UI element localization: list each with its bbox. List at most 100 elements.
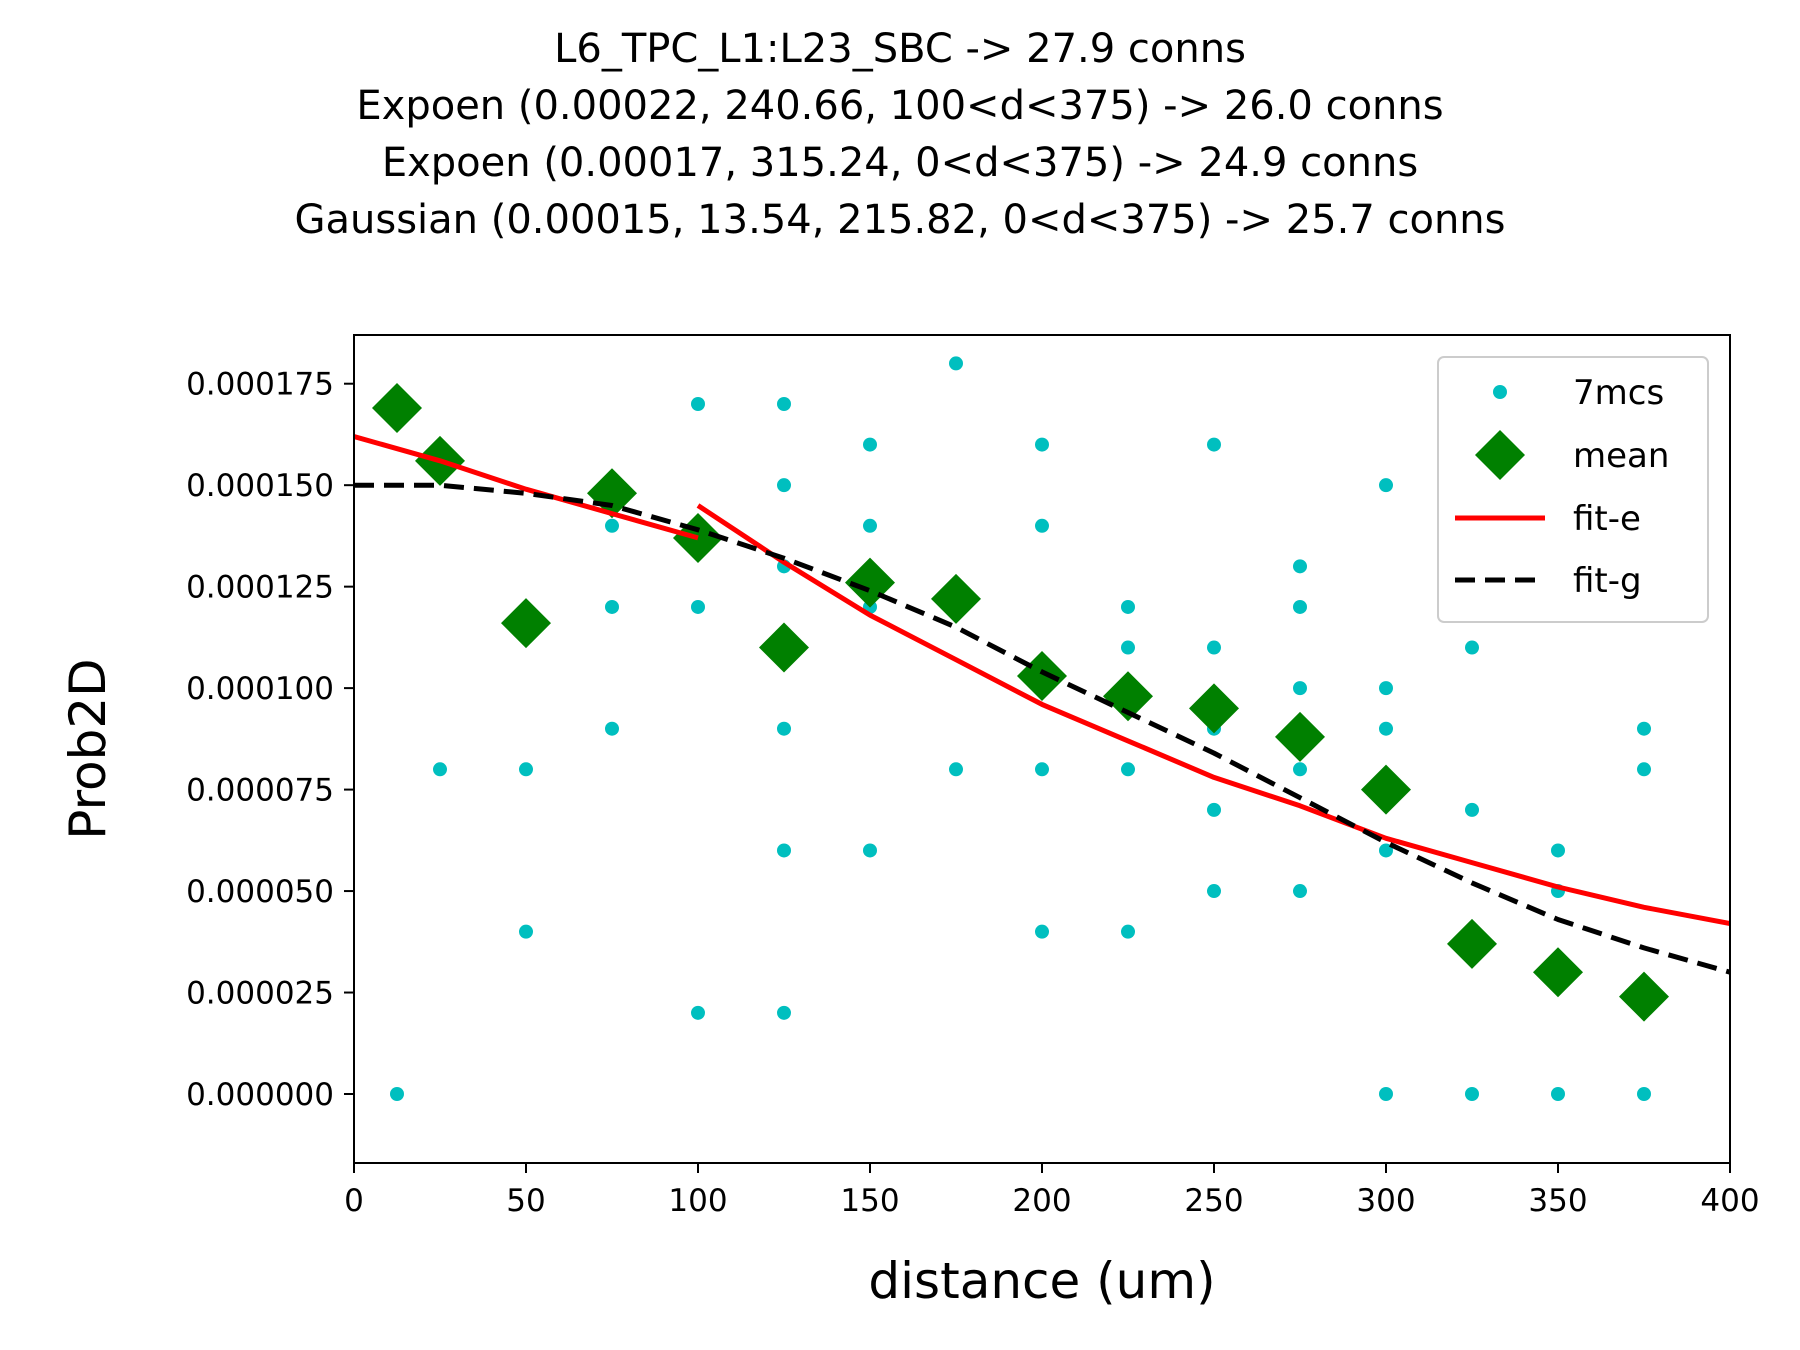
- data-point: [1465, 1087, 1479, 1101]
- axis-ticks: 0 50 100 150 200 250 300 350 400 0.000000 0.000025…: [186, 367, 1760, 1219]
- series-fit-e: [354, 434, 1730, 926]
- legend-box: [1437, 356, 1709, 623]
- data-point: [949, 762, 963, 777]
- mean-marker: [931, 573, 981, 624]
- title-line-4: Gaussian (0.00015, 13.54, 215.82, 0<d<37…: [295, 197, 1506, 243]
- fit-line: [696, 503, 1730, 926]
- data-point: [777, 1005, 791, 1020]
- legend-label: 7mcs: [1573, 373, 1664, 413]
- data-point: [1121, 640, 1135, 655]
- data-point: [1207, 884, 1221, 899]
- legend: 7mcs mean fit-e fit-g: [1437, 356, 1709, 623]
- x-tick-label: 150: [840, 1183, 899, 1219]
- mean-marker: [372, 383, 422, 434]
- series-layer: [354, 356, 1730, 1101]
- data-point: [691, 1005, 705, 1020]
- x-tick-label: 0: [344, 1183, 364, 1219]
- data-point: [1035, 437, 1049, 452]
- data-point: [1379, 1087, 1393, 1101]
- data-point: [519, 924, 533, 939]
- data-point: [1551, 843, 1565, 858]
- data-point: [691, 397, 705, 411]
- data-point: [1551, 1087, 1565, 1101]
- mean-marker: [1533, 947, 1583, 998]
- series-fit-g: [354, 482, 1730, 975]
- series-7mcs: [390, 356, 1651, 1101]
- data-point: [1637, 762, 1651, 777]
- data-point: [863, 437, 877, 452]
- title-line-1: L6_TPC_L1:L23_SBC -> 27.9 conns: [554, 26, 1246, 72]
- data-point: [691, 599, 705, 614]
- data-point: [1035, 518, 1049, 533]
- x-tick-label: 300: [1356, 1183, 1415, 1219]
- data-point: [1207, 640, 1221, 655]
- fit-line: [354, 482, 1730, 975]
- data-point: [863, 843, 877, 858]
- data-point: [777, 721, 791, 736]
- legend-swatch: [1493, 385, 1507, 399]
- data-point: [1637, 721, 1651, 736]
- mean-marker: [501, 598, 551, 649]
- mean-marker: [1103, 671, 1153, 722]
- title-line-2: Expoen (0.00022, 240.66, 100<d<375) -> 2…: [356, 83, 1443, 129]
- y-tick-label: 0.000075: [186, 773, 334, 809]
- fit-line: [354, 434, 699, 541]
- data-point: [1379, 843, 1393, 858]
- legend-label: mean: [1573, 436, 1669, 476]
- x-tick-label: 50: [506, 1183, 545, 1219]
- data-point: [777, 397, 791, 411]
- y-tick-label: 0.000025: [186, 976, 334, 1012]
- chart-title: L6_TPC_L1:L23_SBC -> 27.9 conns Expoen (…: [295, 26, 1506, 243]
- mean-marker: [1189, 683, 1239, 734]
- data-point: [1207, 802, 1221, 817]
- data-point: [1465, 802, 1479, 817]
- y-tick-label: 0.000050: [186, 874, 334, 910]
- data-point: [1379, 478, 1393, 493]
- legend-entry-fit-g: fit-g: [1455, 561, 1642, 601]
- mean-marker: [1447, 918, 1497, 969]
- data-point: [1035, 762, 1049, 777]
- data-point: [519, 762, 533, 777]
- data-point: [1293, 884, 1307, 899]
- data-point: [1121, 762, 1135, 777]
- legend-entry-fit-e: fit-e: [1455, 499, 1641, 539]
- y-tick-label: 0.000000: [186, 1077, 334, 1113]
- x-tick-label: 100: [668, 1183, 727, 1219]
- data-point: [863, 518, 877, 533]
- legend-entry-7mcs: 7mcs: [1493, 373, 1664, 413]
- legend-label: fit-e: [1573, 499, 1641, 539]
- data-point: [1379, 721, 1393, 736]
- y-tick-label: 0.000100: [186, 671, 334, 707]
- data-point: [777, 478, 791, 493]
- data-point: [1121, 924, 1135, 939]
- data-point: [1207, 437, 1221, 452]
- mean-marker: [1619, 971, 1669, 1022]
- y-tick-label: 0.000125: [186, 570, 334, 606]
- data-point: [1293, 681, 1307, 696]
- y-tick-label: 0.000175: [186, 367, 334, 403]
- y-axis-label: Prob2D: [59, 658, 117, 839]
- data-point: [605, 721, 619, 736]
- data-point: [1035, 924, 1049, 939]
- x-tick-label: 250: [1184, 1183, 1243, 1219]
- x-tick-label: 200: [1012, 1183, 1071, 1219]
- data-point: [433, 762, 447, 777]
- mean-marker: [759, 622, 809, 673]
- legend-swatch: [1475, 430, 1525, 480]
- data-point: [777, 843, 791, 858]
- mean-marker: [1275, 711, 1325, 762]
- x-tick-label: 400: [1700, 1183, 1759, 1219]
- data-point: [1121, 599, 1135, 614]
- x-tick-label: 350: [1528, 1183, 1587, 1219]
- data-point: [1637, 1087, 1651, 1101]
- data-point: [605, 518, 619, 533]
- data-point: [605, 599, 619, 614]
- data-point: [390, 1087, 404, 1101]
- mean-marker: [1361, 764, 1411, 815]
- data-point: [1293, 559, 1307, 574]
- data-point: [949, 356, 963, 371]
- title-line-3: Expoen (0.00017, 315.24, 0<d<375) -> 24.…: [382, 140, 1418, 186]
- y-tick-label: 0.000150: [186, 468, 334, 504]
- data-point: [1465, 640, 1479, 655]
